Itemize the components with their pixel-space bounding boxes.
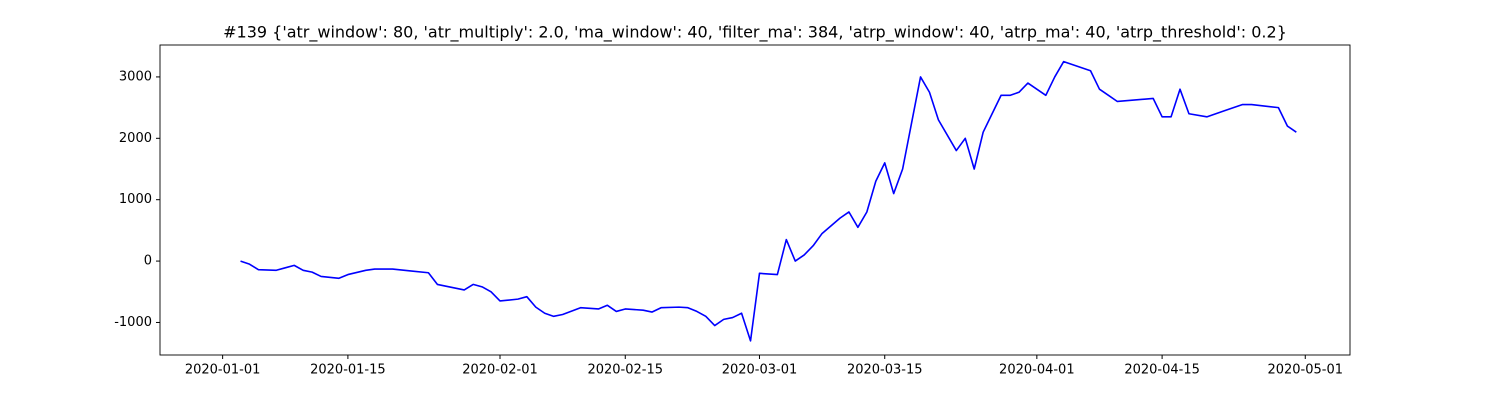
plot-frame	[159, 44, 1351, 356]
x-tick-label: 2020-04-15	[1124, 363, 1200, 378]
x-tick-label: 2020-02-15	[587, 363, 663, 378]
x-tick-label: 2020-04-01	[999, 363, 1075, 378]
y-tick-label: 0	[144, 254, 152, 269]
x-tick-label: 2020-03-01	[722, 363, 798, 378]
y-tick-label: 3000	[119, 69, 152, 84]
line-series	[240, 60, 1297, 342]
y-tick-label: 2000	[119, 131, 152, 146]
chart-title: #139 {'atr_window': 80, 'atr_multiply': …	[223, 23, 1287, 43]
y-tick-label: 1000	[119, 192, 152, 207]
x-tick-label: 2020-02-01	[462, 363, 538, 378]
x-tick-label: 2020-05-01	[1267, 363, 1343, 378]
x-tick-label: 2020-01-15	[310, 363, 386, 378]
y-tick-label: -1000	[114, 315, 152, 330]
x-tick-label: 2020-01-01	[185, 363, 261, 378]
x-tick-label: 2020-03-15	[847, 363, 923, 378]
